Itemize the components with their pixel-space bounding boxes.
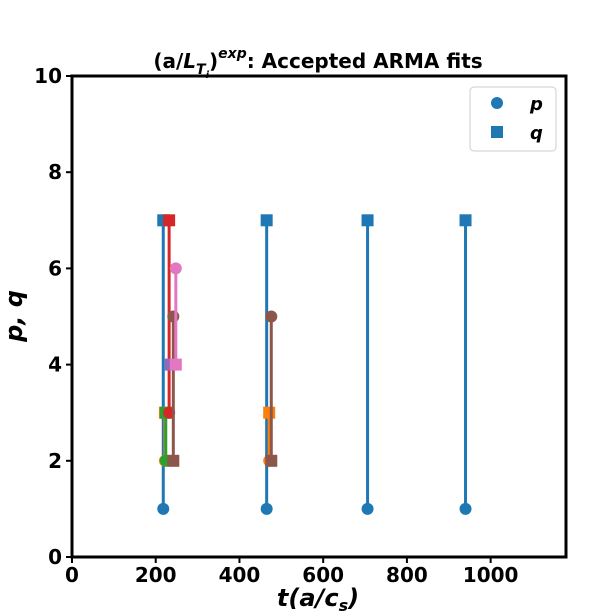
x-tick-label: 600 (302, 563, 344, 587)
p-marker (265, 310, 278, 323)
p-marker (260, 502, 273, 515)
legend-q-label: q (530, 123, 543, 144)
plot-frame (70, 74, 568, 559)
series-2 (361, 214, 374, 515)
p-marker (459, 502, 472, 515)
legend-p-marker (491, 97, 503, 109)
p-marker (157, 502, 170, 515)
legend: p q (469, 86, 557, 152)
x-axis-label: t(a/cs) (277, 584, 359, 614)
q-marker (263, 406, 276, 419)
y-tick-label: 0 (48, 545, 62, 569)
x-tick-label: 1000 (463, 563, 519, 587)
x-tick-label: 800 (386, 563, 428, 587)
x-tick-label: 0 (65, 563, 79, 587)
y-tick-label: 8 (48, 160, 62, 184)
y-tick-label: 6 (48, 256, 62, 280)
y-tick-label: 4 (48, 353, 62, 377)
p-marker (169, 262, 182, 275)
p-marker (167, 310, 180, 323)
legend-p-label: p (529, 94, 543, 115)
x-tick-label: 200 (135, 563, 177, 587)
y-axis-label: p, q (0, 290, 28, 343)
q-marker (163, 214, 176, 227)
q-marker (361, 214, 374, 227)
series-3 (459, 214, 472, 515)
q-marker (167, 454, 180, 467)
x-tick-label: 400 (219, 563, 261, 587)
data-series (157, 214, 472, 515)
y-tick-label: 2 (48, 449, 62, 473)
legend-box (469, 86, 557, 152)
q-marker (459, 214, 472, 227)
y-tick-label: 10 (34, 64, 62, 88)
series-10 (265, 310, 278, 467)
p-marker (361, 502, 374, 515)
axis-ticks: 0 200 400 600 800 1000 0 2 4 6 8 10 (34, 64, 518, 587)
q-marker (260, 214, 273, 227)
q-marker (265, 454, 278, 467)
series-11 (169, 262, 182, 371)
legend-q-marker (491, 126, 503, 138)
q-marker (169, 358, 182, 371)
